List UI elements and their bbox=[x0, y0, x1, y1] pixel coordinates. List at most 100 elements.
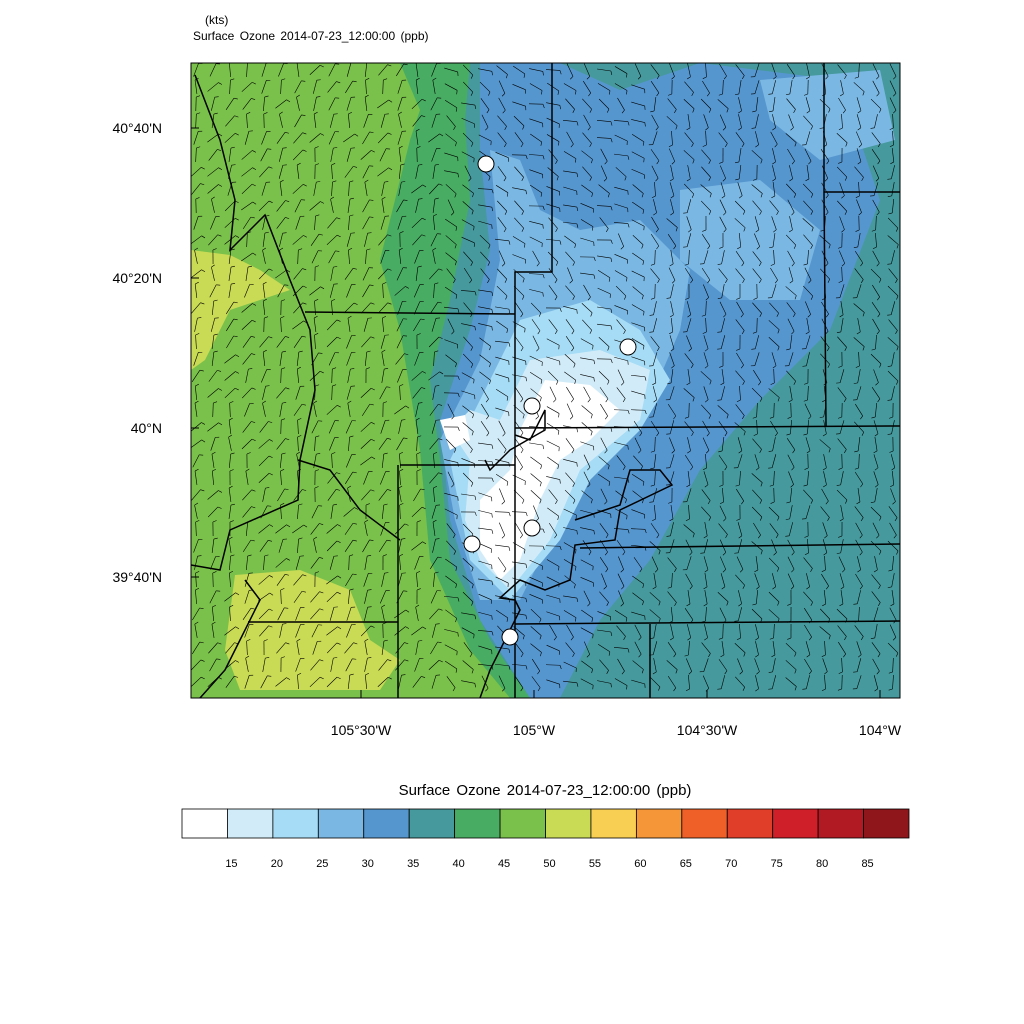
wind-barb bbox=[532, 335, 540, 349]
wind-barb-flag bbox=[895, 227, 899, 232]
wind-barb-flag bbox=[856, 331, 861, 335]
wind-barb-flag bbox=[742, 687, 746, 691]
wind-barb bbox=[445, 252, 457, 262]
wind-barb-flag bbox=[417, 435, 422, 438]
wind-barb-flag bbox=[217, 234, 222, 237]
wind-barb bbox=[546, 423, 560, 431]
wind-barb bbox=[563, 680, 577, 684]
wind-barb bbox=[735, 132, 745, 144]
wind-barb-flag bbox=[521, 228, 524, 232]
wind-barb bbox=[857, 233, 861, 247]
wind-barb bbox=[631, 134, 645, 142]
wind-barb-flag bbox=[853, 382, 858, 384]
wind-barb-flag bbox=[857, 127, 862, 131]
wind-barb bbox=[498, 420, 506, 434]
wind-barb bbox=[461, 102, 475, 106]
wind-barb-flag bbox=[838, 365, 843, 368]
wind-barb bbox=[564, 354, 576, 364]
wind-barb bbox=[891, 148, 895, 162]
wind-barb bbox=[566, 131, 574, 145]
wind-barb-flag bbox=[785, 93, 790, 96]
wind-barb bbox=[686, 199, 692, 213]
wind-barb-flag bbox=[687, 450, 691, 454]
wind-barb-flag bbox=[841, 195, 845, 199]
wind-barb bbox=[343, 507, 355, 517]
wind-barb bbox=[819, 608, 831, 620]
wind-barb bbox=[211, 352, 215, 366]
wind-barb bbox=[378, 539, 388, 553]
wind-barb bbox=[478, 611, 492, 617]
wind-barb bbox=[347, 318, 351, 332]
wind-barb bbox=[446, 540, 456, 552]
wind-barb bbox=[363, 318, 369, 332]
wind-barb-flag bbox=[230, 248, 235, 251]
wind-barb-flag bbox=[854, 76, 859, 79]
wind-barb-flag bbox=[791, 551, 795, 556]
wind-barb-flag bbox=[803, 484, 808, 487]
wind-barb-flag bbox=[720, 382, 725, 386]
wind-barb bbox=[498, 250, 506, 264]
wind-barb bbox=[364, 63, 368, 77]
wind-barb-flag bbox=[381, 604, 386, 608]
wind-barb-flag bbox=[810, 295, 814, 300]
wind-barb-flag bbox=[331, 298, 336, 302]
wind-barb bbox=[364, 233, 368, 247]
wind-barb bbox=[362, 284, 370, 298]
wind-barb-flag bbox=[268, 268, 273, 271]
wind-barb bbox=[258, 200, 270, 212]
wind-barb bbox=[529, 118, 543, 124]
wind-barb bbox=[241, 150, 253, 160]
wind-barb-flag bbox=[860, 415, 863, 420]
wind-barb-flag bbox=[667, 586, 672, 589]
wind-barb-flag bbox=[844, 636, 847, 641]
wind-barb bbox=[803, 200, 813, 212]
wind-barb-flag bbox=[416, 77, 420, 81]
wind-barb bbox=[684, 81, 694, 93]
wind-barb bbox=[309, 286, 321, 296]
wind-barb-flag bbox=[251, 319, 256, 323]
wind-barb-flag bbox=[589, 143, 592, 147]
wind-barb-flag bbox=[640, 466, 643, 470]
wind-barb bbox=[211, 454, 215, 468]
wind-barb-flag bbox=[887, 365, 892, 367]
wind-barb bbox=[739, 385, 741, 401]
wind-barb-flag bbox=[626, 73, 628, 78]
wind-barb bbox=[768, 388, 780, 398]
wind-barb-flag bbox=[369, 284, 374, 286]
wind-barb bbox=[329, 114, 335, 128]
wind-barb-flag bbox=[891, 467, 895, 471]
wind-barb bbox=[719, 607, 727, 621]
wind-barb-flag bbox=[639, 432, 643, 437]
wind-barb bbox=[840, 80, 844, 94]
wind-barb-flag bbox=[806, 450, 811, 454]
wind-barb bbox=[840, 318, 844, 332]
wind-barb-flag bbox=[888, 569, 893, 572]
wind-barb-flag bbox=[692, 533, 695, 538]
wind-barb bbox=[855, 131, 863, 145]
wind-barb bbox=[600, 403, 608, 417]
wind-barb bbox=[650, 268, 660, 280]
wind-barb-flag bbox=[774, 143, 778, 148]
wind-barb bbox=[601, 573, 607, 587]
wind-barb-flag bbox=[791, 262, 795, 267]
wind-barb bbox=[755, 624, 759, 638]
wind-barb bbox=[872, 165, 880, 179]
wind-barb bbox=[244, 403, 250, 417]
colorbar-swatch bbox=[317, 808, 365, 839]
wind-barb bbox=[346, 607, 352, 621]
wind-barb bbox=[415, 63, 419, 77]
wind-barb bbox=[565, 98, 575, 110]
wind-barb bbox=[260, 675, 268, 689]
wind-barb bbox=[703, 471, 709, 485]
wind-barb-flag bbox=[895, 330, 898, 335]
wind-barb-flag bbox=[844, 449, 847, 454]
wind-barb-flag bbox=[337, 405, 341, 408]
wind-barb bbox=[563, 186, 577, 192]
wind-barb bbox=[278, 63, 284, 77]
wind-barb-flag bbox=[332, 180, 337, 183]
wind-barb-flag bbox=[735, 178, 740, 181]
wind-barb bbox=[892, 113, 894, 129]
wind-barb bbox=[803, 115, 813, 127]
wind-barb-flag bbox=[383, 503, 388, 506]
wind-barb bbox=[858, 351, 860, 367]
